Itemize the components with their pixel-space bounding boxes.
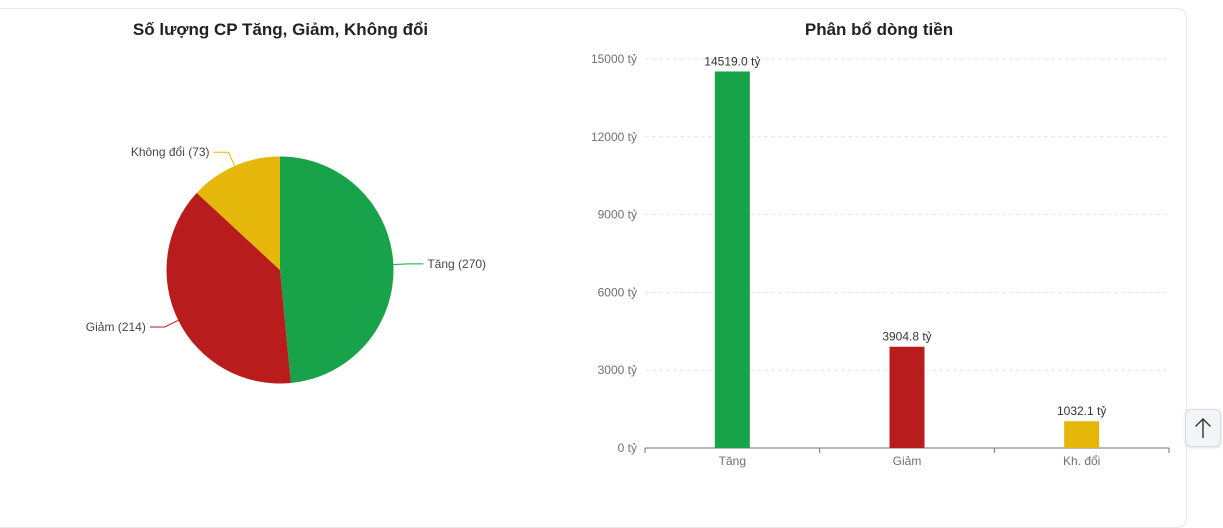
bar-value-label: 1032.1 tỷ	[1057, 404, 1106, 418]
bar[interactable]	[1064, 421, 1100, 448]
x-tick-label: Tăng	[719, 454, 746, 468]
pie-label-line	[393, 263, 424, 266]
y-tick-label: 0 tỷ	[618, 441, 637, 455]
pie-slice-label: Không đổi (73)	[131, 145, 210, 159]
pie-slice[interactable]	[196, 156, 280, 271]
arrow-up-icon	[1193, 417, 1213, 439]
pie-chart: Tăng (270) Giảm (214) Không đổi (73)	[86, 145, 486, 384]
y-tick-label: 15000 tỷ	[591, 52, 637, 66]
y-tick-label: 9000 tỷ	[598, 208, 637, 222]
y-tick-label: 6000 tỷ	[598, 285, 637, 299]
bar-chart: 0 tỷ 3000 tỷ 6000 tỷ 9000 tỷ 12000 tỷ 15000 t…	[591, 52, 1170, 468]
pie-slice[interactable]	[166, 192, 291, 384]
bar[interactable]	[714, 71, 750, 448]
bar-value-label: 14519.0 tỷ	[704, 54, 760, 68]
bar-chart-title: Phân bổ dòng tiền	[804, 20, 954, 39]
y-tick-label: 3000 tỷ	[598, 363, 637, 377]
pie-label-line	[213, 151, 236, 167]
pie-chart-title: Số lượng CP Tăng, Giảm, Không đổi	[132, 20, 429, 39]
pie-label-line	[149, 319, 179, 328]
x-tick-label: Giảm	[893, 454, 922, 468]
y-tick-label: 12000 tỷ	[591, 130, 637, 144]
pie-slice-label: Giảm (214)	[86, 320, 146, 334]
scroll-to-top-button[interactable]	[1185, 409, 1221, 447]
x-tick-label: Kh. đổi	[1063, 454, 1100, 468]
pie-slice[interactable]	[280, 156, 394, 383]
pie-slice-label: Tăng (270)	[427, 257, 486, 271]
bar-value-label: 3904.8 tỷ	[882, 330, 931, 344]
bar[interactable]	[889, 346, 925, 448]
